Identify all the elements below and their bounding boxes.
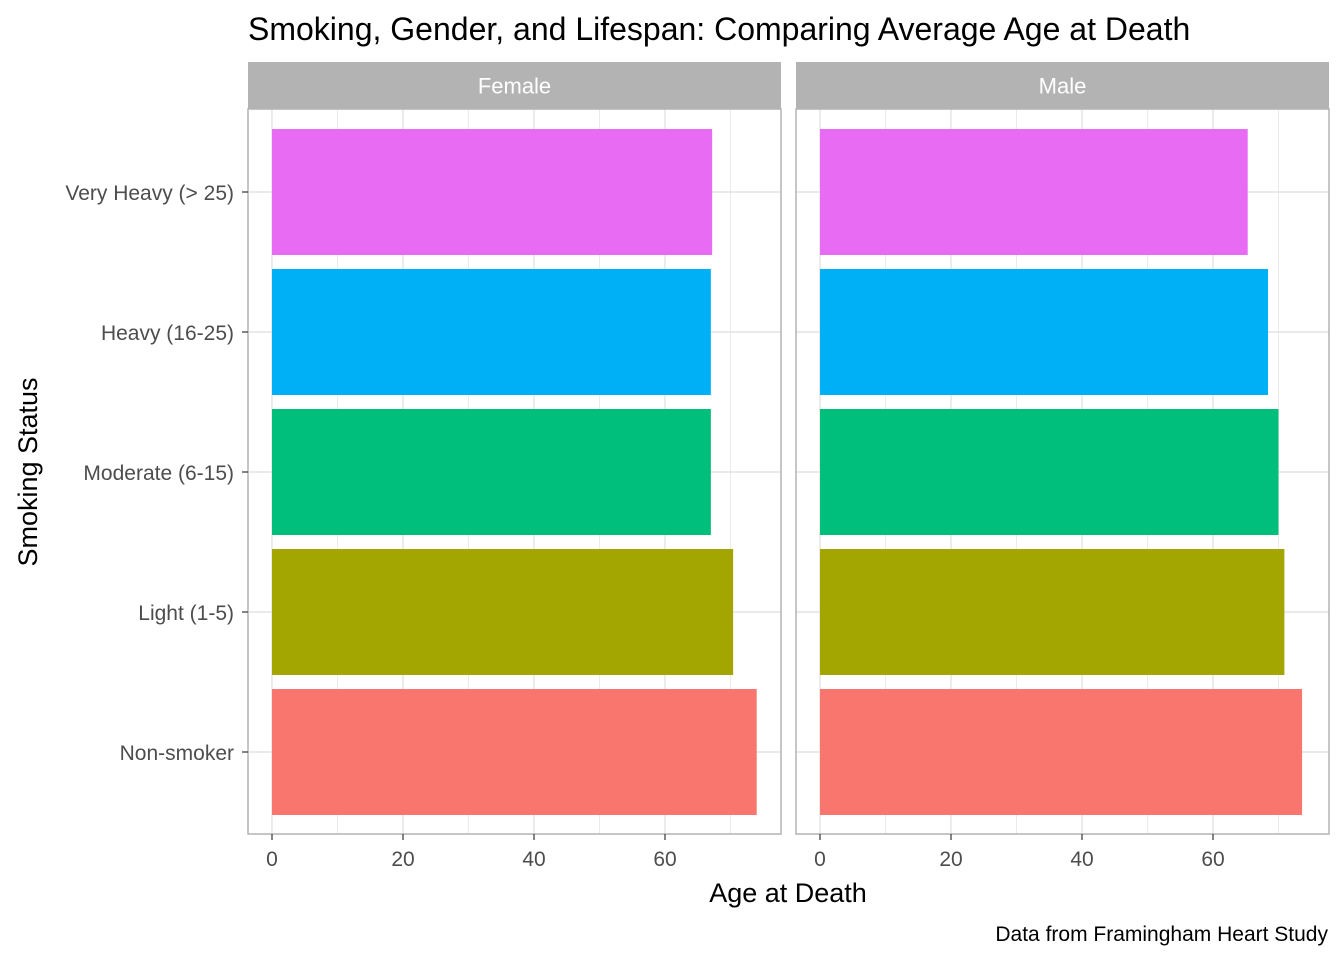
- x-tick-label: 60: [653, 848, 676, 871]
- bar-male-3: [820, 269, 1269, 395]
- strip-label: Male: [1039, 74, 1087, 99]
- chart-title: Smoking, Gender, and Lifespan: Comparing…: [248, 11, 1190, 47]
- bar-male-2: [820, 409, 1279, 535]
- strip-female: [248, 62, 781, 109]
- x-tick-label: 40: [1070, 848, 1093, 871]
- bar-female-0: [272, 689, 757, 815]
- bar-female-4: [272, 129, 713, 255]
- bar-female-3: [272, 269, 711, 395]
- y-axis-title: Smoking Status: [13, 377, 43, 566]
- x-tick-label: 20: [391, 848, 414, 871]
- strip-male: [796, 62, 1329, 109]
- strip-label: Female: [478, 74, 551, 99]
- panel-border: [795, 108, 1330, 835]
- facet-panels: Female 0 20 40 60 Male 0 20 40 60: [247, 62, 1330, 871]
- x-tick-label: 0: [266, 848, 278, 871]
- y-tick-label: Moderate (6-15): [83, 462, 234, 485]
- panel-female: Female 0 20 40 60: [247, 62, 782, 871]
- bar-female-2: [272, 409, 711, 535]
- x-tick-label: 40: [522, 848, 545, 871]
- x-tick-label: 0: [814, 848, 826, 871]
- bar-male-1: [820, 549, 1285, 675]
- panel-male: Male 0 20 40 60: [795, 62, 1330, 871]
- y-axis: Non-smoker Light (1-5) Moderate (6-15) Heav…: [65, 182, 248, 765]
- bar-male-4: [820, 129, 1248, 255]
- chart-caption: Data from Framingham Heart Study: [995, 923, 1328, 946]
- y-tick-label: Light (1-5): [138, 602, 234, 625]
- y-tick-label: Heavy (16-25): [101, 322, 234, 345]
- x-axis-title: Age at Death: [709, 878, 867, 908]
- y-tick-label: Non-smoker: [120, 742, 234, 765]
- y-tick-label: Very Heavy (> 25): [65, 182, 234, 205]
- x-tick-label: 20: [939, 848, 962, 871]
- bar-male-0: [820, 689, 1303, 815]
- x-tick-label: 60: [1201, 848, 1224, 871]
- bar-female-1: [272, 549, 734, 675]
